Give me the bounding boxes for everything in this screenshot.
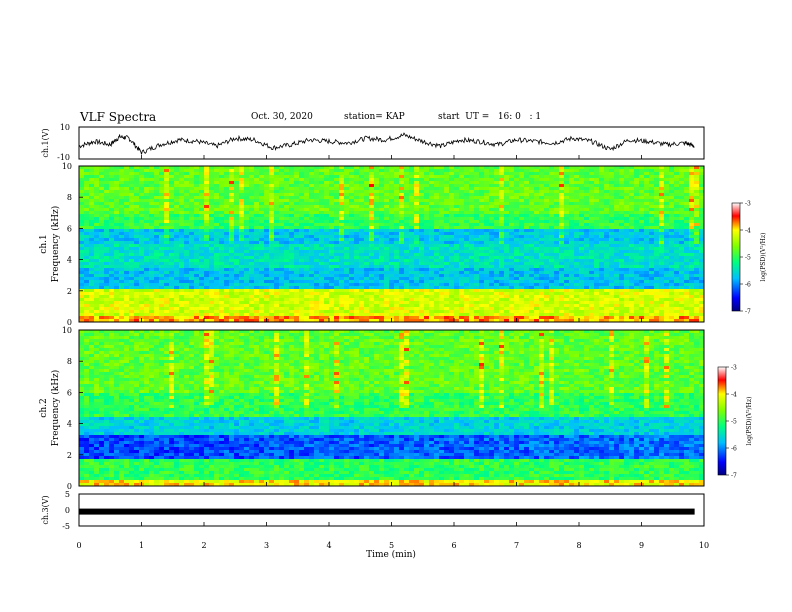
station-label: station= KAP — [344, 112, 405, 122]
x-tick-label: 8 — [576, 541, 581, 550]
ch3-ytick-label: 0 — [65, 506, 70, 515]
ch3-ylabel: ch.3(V) — [41, 495, 50, 524]
x-axis-label: Time (min) — [366, 549, 416, 560]
colorbar-tick-label: -3 — [731, 365, 737, 372]
colorbar-tick-label: -4 — [731, 392, 737, 399]
ch2-colorbar — [717, 366, 727, 476]
ch1-spectrogram-cells — [79, 166, 705, 323]
colorbar-tick-label: -3 — [745, 201, 751, 208]
ch3-panel: 50-5 ch.3(V) 0 1 2 3 4 5 6 7 8 9 10 Time (min) — [41, 155, 709, 560]
x-tick-label: 0 — [76, 541, 81, 550]
ch2-colorbar-label: log(PSD)(V²/Hz) — [746, 397, 753, 446]
colorbar-tick-label: -5 — [745, 255, 751, 262]
date-label: Oct. 30, 2020 — [251, 112, 313, 122]
ch2-spec-ylabel-freq: Frequency (kHz) — [50, 370, 61, 447]
ch1-ylabel: ch.1(V) — [41, 128, 50, 157]
page-title: VLF Spectra — [80, 110, 157, 124]
ch1-ytick-bottom: -10 — [57, 153, 70, 162]
spec-ytick-label: 0 — [67, 482, 72, 491]
ch1-series-line — [78, 132, 695, 155]
ch3-ytick-label: 5 — [65, 490, 70, 499]
start-time-label: start UT = 16: 0 : 1 — [438, 112, 542, 122]
spec-ytick-label: 2 — [67, 287, 72, 296]
spec-ytick-label: 4 — [67, 256, 72, 265]
x-tick-label: 5 — [389, 541, 394, 550]
spec-ytick-label: 6 — [67, 388, 72, 397]
ch1-spec-ylabel-freq: Frequency (kHz) — [50, 206, 61, 283]
ch3-series-line — [79, 508, 695, 515]
ch1-ytick-top: 10 — [60, 123, 70, 132]
x-tick-label: 7 — [514, 541, 519, 550]
spec-ytick-label: 2 — [67, 451, 72, 460]
ch1-panel: 10 -10 ch.1(V) — [41, 123, 705, 162]
spec-ytick-label: 6 — [67, 224, 72, 233]
ch2-spec-ylabel: ch.2 — [39, 398, 49, 417]
spec-ytick-label: 10 — [62, 326, 72, 335]
colorbar-tick-label: -4 — [745, 228, 751, 235]
ch2-spectrogram-cells — [79, 330, 705, 487]
x-tick-label: 1 — [139, 541, 144, 550]
ch1-colorbar-label: log(PSD)(V²/Hz) — [760, 233, 767, 282]
spec-ytick-label: 4 — [67, 420, 72, 429]
colorbar-tick-label: -7 — [745, 309, 751, 316]
ch1-frame — [78, 126, 705, 160]
x-tick-label: 2 — [201, 541, 206, 550]
ch1-colorbar — [731, 202, 741, 312]
x-tick-label: 10 — [699, 541, 709, 550]
ch3-ytick-label: -5 — [62, 522, 70, 531]
x-tick-label: 4 — [326, 541, 331, 550]
x-tick-label: 3 — [264, 541, 269, 550]
spec-ytick-label: 0 — [67, 318, 72, 327]
ch1-spec-ylabel: ch.1 — [39, 234, 49, 253]
colorbar-tick-label: -5 — [731, 419, 737, 426]
spec-ytick-label: 8 — [67, 193, 72, 202]
spec-ytick-label: 8 — [67, 357, 72, 366]
colorbar-tick-label: -6 — [731, 446, 737, 453]
x-tick-label: 9 — [639, 541, 644, 550]
x-tick-label: 6 — [451, 541, 456, 550]
spec-ytick-label: 10 — [62, 162, 72, 171]
colorbar-tick-label: -7 — [731, 473, 737, 480]
colorbar-tick-label: -6 — [745, 282, 751, 289]
